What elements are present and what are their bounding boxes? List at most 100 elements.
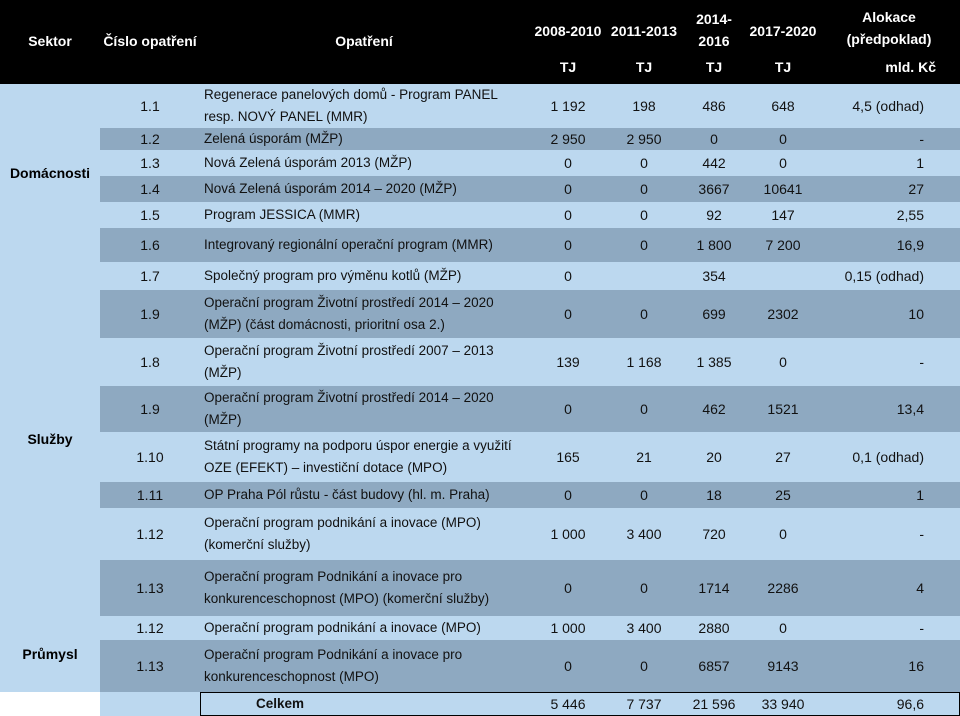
row-value-2008-2010: 165 — [528, 432, 608, 482]
total-blank — [360, 692, 528, 716]
row-value-2008-2010: 0 — [528, 640, 608, 692]
row-value-2017-2020: 0 — [748, 128, 818, 150]
row-name: Operační program podnikání a inovace (MP… — [200, 616, 528, 640]
row-value-2011-2013: 0 — [608, 228, 680, 262]
row-value-2017-2020: 25 — [748, 482, 818, 508]
row-name: Zelená úsporám (MŽP) — [200, 128, 528, 150]
row-number: 1.10 — [100, 432, 200, 482]
row-name: Operační program Podnikání a inovace pro… — [200, 640, 528, 692]
row-number: 1.4 — [100, 176, 200, 202]
row-name: OP Praha Pól růstu - část budovy (hl. m.… — [200, 482, 528, 508]
total-label: Celkem — [200, 692, 360, 716]
row-allocation: 0,1 (odhad) — [818, 432, 960, 482]
header-p1: 2008-2010 — [534, 23, 602, 39]
row-value-2014-2016: 92 — [680, 202, 748, 228]
row-number: 1.1 — [100, 84, 200, 128]
row-value-2014-2016: 20 — [680, 432, 748, 482]
row-name: Regenerace panelových domů - Program PAN… — [200, 84, 528, 128]
row-value-2017-2020: 9143 — [748, 640, 818, 692]
row-allocation: 16,9 — [818, 228, 960, 262]
row-value-2008-2010: 0 — [528, 150, 608, 176]
total-2014-2016: 21 596 — [680, 692, 748, 716]
row-number: 1.9 — [100, 386, 200, 432]
row-value-2008-2010: 2 950 — [528, 128, 608, 150]
row-value-2008-2010: 0 — [528, 482, 608, 508]
header-u2: TJ — [635, 59, 653, 75]
row-value-2014-2016: 0 — [680, 128, 748, 150]
row-value-2011-2013: 2 950 — [608, 128, 680, 150]
row-value-2008-2010: 1 192 — [528, 84, 608, 128]
header-opatreni: Opatření — [335, 33, 393, 49]
row-allocation: 27 — [818, 176, 960, 202]
row-value-2017-2020 — [748, 262, 818, 290]
row-value-2008-2010: 0 — [528, 560, 608, 616]
sector-prumysl: Průmysl — [0, 616, 100, 692]
row-name: Společný program pro výměnu kotlů (MŽP) — [200, 262, 528, 290]
row-value-2017-2020: 10641 — [748, 176, 818, 202]
row-number: 1.13 — [100, 640, 200, 692]
row-value-2008-2010: 0 — [528, 386, 608, 432]
row-allocation: 13,4 — [818, 386, 960, 432]
row-value-2008-2010: 0 — [528, 228, 608, 262]
header-sektor: Sektor — [28, 33, 72, 49]
row-value-2011-2013: 1 168 — [608, 338, 680, 386]
row-number: 1.9 — [100, 290, 200, 338]
row-value-2014-2016: 18 — [680, 482, 748, 508]
row-value-2017-2020: 27 — [748, 432, 818, 482]
row-name: Operační program Životní prostředí 2014 … — [200, 290, 528, 338]
row-value-2011-2013: 0 — [608, 290, 680, 338]
row-value-2017-2020: 2286 — [748, 560, 818, 616]
header-p2: 2011-2013 — [610, 23, 678, 39]
row-value-2008-2010: 0 — [528, 202, 608, 228]
row-value-2008-2010: 139 — [528, 338, 608, 386]
row-allocation: - — [818, 616, 960, 640]
row-name: Integrovaný regionální operační program … — [200, 228, 528, 262]
row-number: 1.12 — [100, 508, 200, 560]
row-value-2008-2010: 0 — [528, 290, 608, 338]
row-name: Operační program Životní prostředí 2007 … — [200, 338, 528, 386]
row-value-2011-2013: 21 — [608, 432, 680, 482]
row-value-2017-2020: 7 200 — [748, 228, 818, 262]
row-number: 1.8 — [100, 338, 200, 386]
total-2011-2013: 7 737 — [608, 692, 680, 716]
row-number: 1.5 — [100, 202, 200, 228]
header-p3a: 2014- — [696, 11, 732, 27]
header-p4: 2017-2020 — [749, 23, 817, 39]
row-number: 1.11 — [100, 482, 200, 508]
row-allocation: 1 — [818, 150, 960, 176]
header-u5: mld. Kč — [885, 59, 936, 75]
row-name: Státní programy na podporu úspor energie… — [200, 432, 528, 482]
row-value-2014-2016: 699 — [680, 290, 748, 338]
row-value-2011-2013: 0 — [608, 560, 680, 616]
row-name: Nová Zelená úsporám 2013 (MŽP) — [200, 150, 528, 176]
row-value-2011-2013: 0 — [608, 482, 680, 508]
row-value-2011-2013: 0 — [608, 202, 680, 228]
row-value-2014-2016: 1714 — [680, 560, 748, 616]
row-name: Program JESSICA (MMR) — [200, 202, 528, 228]
row-value-2011-2013: 0 — [608, 640, 680, 692]
header-u3: TJ — [705, 59, 723, 75]
total-2017-2020: 33 940 — [748, 692, 818, 716]
row-value-2017-2020: 2302 — [748, 290, 818, 338]
sector-domacnosti: Domácnosti — [0, 84, 100, 262]
row-value-2014-2016: 354 — [680, 262, 748, 290]
row-value-2014-2016: 6857 — [680, 640, 748, 692]
row-name: Operační program Životní prostředí 2014 … — [200, 386, 528, 432]
table-header — [0, 0, 960, 84]
row-value-2011-2013: 198 — [608, 84, 680, 128]
row-allocation: 2,55 — [818, 202, 960, 228]
row-value-2014-2016: 442 — [680, 150, 748, 176]
header-p3b: 2016 — [698, 33, 730, 49]
row-value-2014-2016: 462 — [680, 386, 748, 432]
row-value-2017-2020: 0 — [748, 508, 818, 560]
row-name: Nová Zelená úsporám 2014 – 2020 (MŽP) — [200, 176, 528, 202]
row-value-2014-2016: 720 — [680, 508, 748, 560]
row-value-2017-2020: 0 — [748, 338, 818, 386]
header-cislo: Číslo opatření — [103, 33, 197, 49]
row-allocation: - — [818, 508, 960, 560]
row-name: Operační program podnikání a inovace (MP… — [200, 508, 528, 560]
row-allocation: 4 — [818, 560, 960, 616]
row-value-2011-2013: 0 — [608, 386, 680, 432]
row-value-2014-2016: 1 385 — [680, 338, 748, 386]
